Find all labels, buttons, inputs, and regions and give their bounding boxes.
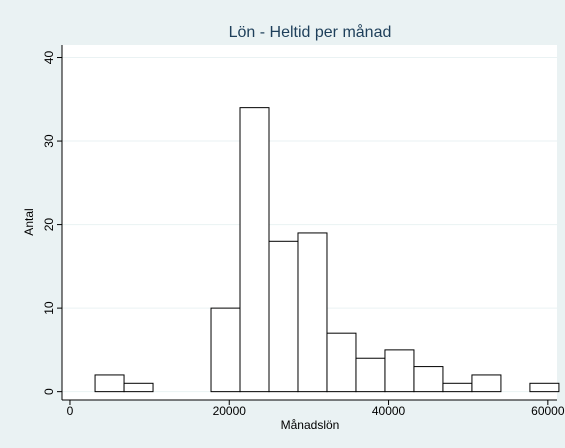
bar [123,382,154,393]
chart-title: Lön - Heltid per månad [229,23,392,41]
x-tick-label: 0 [67,404,74,418]
y-tick-label: 20 [42,218,56,232]
bar [384,349,415,393]
y-tick-label: 40 [42,51,56,65]
x-tick-label: 60000 [531,404,565,418]
bar [210,307,241,393]
bar [297,232,328,393]
x-axis-label: Månadslön [281,418,340,432]
x-tick-label: 40000 [372,404,406,418]
y-axis-label: Antal [22,208,36,235]
bar [239,107,270,393]
bar [529,382,560,393]
y-tick-label: 0 [42,388,56,395]
bar [355,357,386,393]
bar [442,382,473,393]
bar [326,332,357,393]
x-tick-label: 20000 [213,404,247,418]
y-tick-label: 30 [42,134,56,148]
bar [471,374,502,393]
bar [413,366,444,393]
bar [268,240,299,393]
y-tick-label: 10 [42,301,56,315]
bar [94,374,125,393]
